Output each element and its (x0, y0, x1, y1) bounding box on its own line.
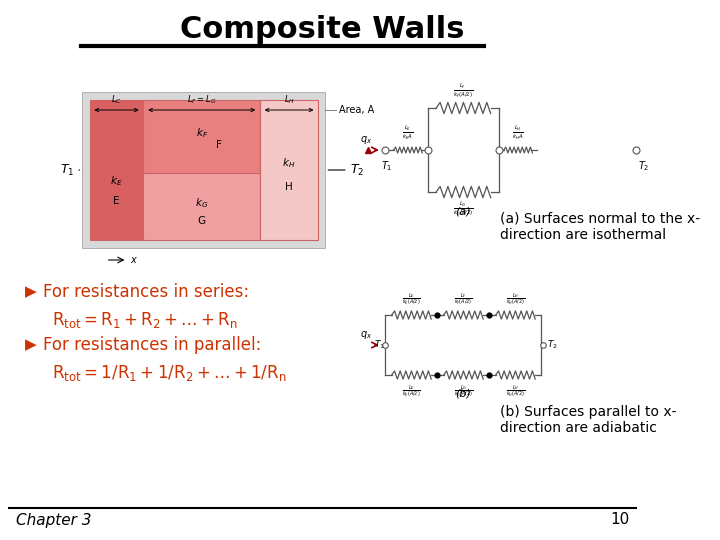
Text: $q_x$: $q_x$ (359, 134, 372, 146)
Text: H: H (285, 182, 293, 192)
Text: $\frac{L_E}{k_E(A/2)}$: $\frac{L_E}{k_E(A/2)}$ (402, 292, 421, 307)
Text: $\frac{L_H}{k_H(A/2)}$: $\frac{L_H}{k_H(A/2)}$ (505, 292, 525, 307)
Text: (b): (b) (456, 388, 472, 398)
Text: $L_H$: $L_H$ (284, 93, 294, 106)
Text: $\mathregular{R_{tot}=R_1+R_2+\ldots+R_n}$: $\mathregular{R_{tot}=R_1+R_2+\ldots+R_n… (52, 310, 238, 330)
Bar (83, 92, 325, 248)
Text: $\frac{L_F}{k_F(A/2)}$: $\frac{L_F}{k_F(A/2)}$ (454, 82, 474, 100)
Text: x: x (130, 255, 136, 265)
Text: $\frac{L_E}{k_E(A/2)}$: $\frac{L_E}{k_E(A/2)}$ (402, 383, 421, 399)
Text: For resistances in parallel:: For resistances in parallel: (43, 336, 261, 354)
Text: Chapter 3: Chapter 3 (16, 512, 91, 528)
Text: $q_x$: $q_x$ (359, 329, 372, 341)
Text: $L_F = L_G$: $L_F = L_G$ (187, 93, 217, 106)
Text: $k_H$: $k_H$ (282, 156, 296, 170)
Text: $T_2$: $T_2$ (546, 339, 558, 351)
Text: $\mathregular{R_{tot}=1/R_1+1/R_2+\ldots+1/R_n}$: $\mathregular{R_{tot}=1/R_1+1/R_2+\ldots… (52, 363, 287, 383)
Bar (143, 173, 260, 240)
Text: (a) Surfaces normal to the x-
direction are isothermal: (a) Surfaces normal to the x- direction … (500, 212, 701, 242)
Text: Composite Walls: Composite Walls (181, 16, 465, 44)
Text: $T_2$: $T_2$ (638, 159, 649, 173)
Text: $\frac{L_G}{k_G(A/2)}$: $\frac{L_G}{k_G(A/2)}$ (453, 200, 474, 218)
Text: $k_F$: $k_F$ (196, 126, 208, 140)
Text: E: E (113, 196, 120, 206)
Text: (a): (a) (456, 207, 472, 217)
Text: $\frac{L_H}{k_H(A/2)}$: $\frac{L_H}{k_H(A/2)}$ (505, 383, 525, 399)
Text: $\frac{L_E}{k_E A}$: $\frac{L_E}{k_E A}$ (402, 124, 413, 142)
Text: $T_1$: $T_1$ (374, 339, 384, 351)
Text: (b) Surfaces parallel to x-
direction are adiabatic: (b) Surfaces parallel to x- direction ar… (500, 405, 677, 435)
Bar (143, 100, 260, 173)
Text: $L_C$: $L_C$ (111, 93, 122, 106)
Bar (260, 100, 318, 240)
Text: $k_G$: $k_G$ (195, 196, 208, 210)
Text: For resistances in series:: For resistances in series: (43, 283, 249, 301)
Text: ▶: ▶ (25, 338, 37, 353)
Text: $T_1$: $T_1$ (60, 163, 74, 178)
Text: ▶: ▶ (25, 285, 37, 300)
Text: $k_E$: $k_E$ (110, 174, 123, 188)
Bar (90, 100, 143, 240)
Text: 10: 10 (610, 512, 629, 528)
Text: $\frac{L_H}{k_H A}$: $\frac{L_H}{k_H A}$ (512, 124, 524, 142)
Text: $T_2$: $T_2$ (350, 163, 364, 178)
Text: F: F (216, 140, 222, 150)
Text: Area, A: Area, A (339, 105, 374, 115)
Text: $\frac{L_G}{k_G(A/2)}$: $\frac{L_G}{k_G(A/2)}$ (454, 383, 473, 399)
Text: $\frac{L_F}{k_F(A/2)}$: $\frac{L_F}{k_F(A/2)}$ (454, 292, 473, 307)
Text: $T_1$: $T_1$ (381, 159, 392, 173)
Text: G: G (197, 216, 206, 226)
